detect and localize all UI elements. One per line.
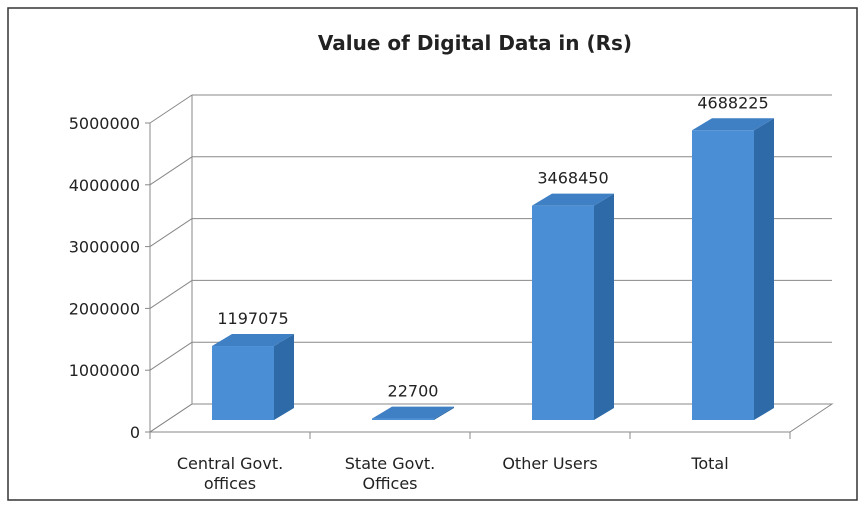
bar	[532, 205, 594, 420]
bar-top	[372, 406, 454, 419]
x-tick-label: State Govt. Offices	[344, 454, 436, 493]
bar-side	[754, 118, 774, 420]
grid-line	[149, 94, 193, 124]
bar	[212, 346, 274, 420]
bar-top	[692, 118, 774, 131]
bar-side	[434, 406, 454, 420]
y-tick-label: 0	[130, 423, 140, 442]
y-tick-label: 2000000	[69, 299, 140, 318]
y-tick-label: 1000000	[69, 361, 140, 380]
x-tick-label: Total	[691, 454, 729, 473]
value-label: 3468450	[537, 169, 608, 188]
x-tick-label: Other Users	[502, 454, 598, 473]
bar	[372, 418, 434, 420]
bar	[692, 130, 754, 420]
y-tick-label: 3000000	[69, 238, 140, 257]
x-tick-label: Central Govt. offices	[176, 454, 284, 493]
value-label: 22700	[388, 382, 439, 401]
bar-top	[212, 334, 294, 347]
value-label: 1197075	[217, 309, 288, 328]
grid-line	[149, 279, 193, 309]
bar-top	[532, 193, 614, 206]
grid-line	[149, 218, 193, 248]
bar-side	[274, 334, 294, 420]
grid-line	[149, 403, 193, 433]
y-tick-label: 4000000	[69, 176, 140, 195]
grid-line	[149, 156, 193, 186]
bar-side	[594, 193, 614, 420]
y-tick-label: 5000000	[69, 114, 140, 133]
grid-line	[149, 341, 193, 371]
value-label: 4688225	[697, 93, 768, 112]
chart-title: Value of Digital Data in (Rs)	[318, 31, 632, 55]
